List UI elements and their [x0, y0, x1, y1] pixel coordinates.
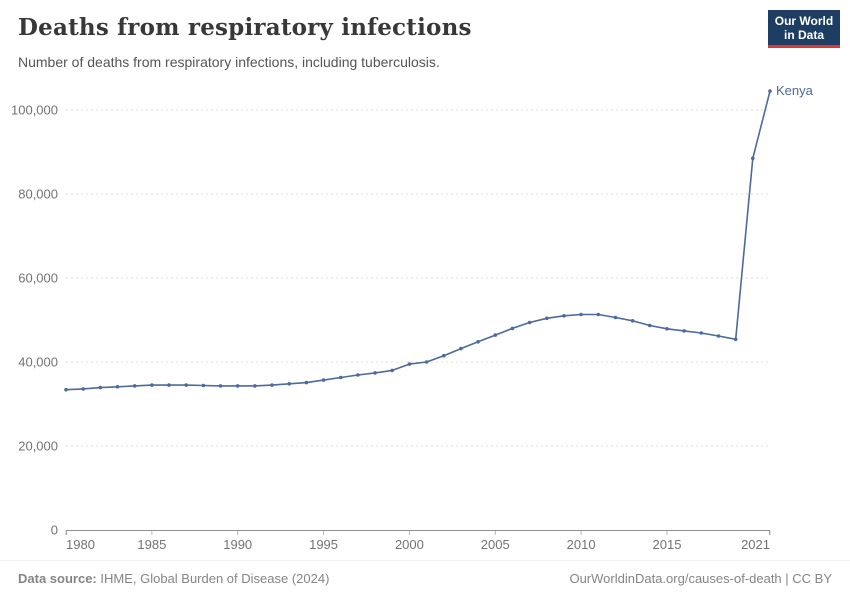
data-point[interactable] — [442, 353, 446, 358]
data-line[interactable] — [65, 90, 771, 391]
x-tick-label: 2000 — [395, 537, 424, 552]
data-point[interactable] — [716, 334, 721, 338]
y-tick-label: 100,000 — [11, 103, 58, 118]
data-source-text: IHME, Global Burden of Disease (2024) — [96, 571, 330, 586]
data-point[interactable] — [64, 387, 68, 392]
data-point[interactable] — [768, 89, 772, 93]
y-tick-label: 40,000 — [18, 355, 58, 370]
data-point[interactable] — [545, 316, 549, 321]
data-source-prefix: Data source: — [18, 571, 97, 586]
chart-footer: Data source: IHME, Global Burden of Dise… — [0, 560, 850, 600]
data-point[interactable] — [253, 384, 257, 388]
data-point[interactable] — [648, 323, 652, 328]
data-point[interactable] — [321, 378, 326, 382]
data-point[interactable] — [407, 362, 412, 366]
data-point[interactable] — [751, 156, 755, 161]
data-point[interactable] — [304, 380, 309, 385]
x-tick-label: 1985 — [137, 537, 166, 552]
data-point[interactable] — [201, 383, 206, 388]
data-point[interactable] — [132, 384, 137, 388]
x-tick-label: 1990 — [223, 537, 252, 552]
x-tick-label: 2015 — [653, 537, 682, 552]
x-tick-label: 2010 — [567, 537, 596, 552]
y-tick-label: 80,000 — [18, 187, 58, 202]
y-tick-label: 0 — [51, 523, 58, 538]
data-point[interactable] — [81, 387, 85, 391]
data-point[interactable] — [150, 383, 154, 387]
license-link[interactable]: OurWorldinData.org/causes-of-death | CC … — [569, 571, 832, 586]
data-point[interactable] — [665, 327, 669, 331]
series-label: Kenya — [776, 83, 814, 98]
x-tick-label: 1995 — [309, 537, 338, 552]
data-point[interactable] — [596, 312, 601, 317]
data-point[interactable] — [218, 384, 223, 388]
data-point[interactable] — [338, 375, 343, 380]
data-point[interactable] — [493, 333, 498, 337]
data-point[interactable] — [527, 320, 532, 325]
data-point[interactable] — [115, 385, 120, 389]
owid-logo-line1: Our World — [774, 14, 834, 28]
data-point[interactable] — [98, 385, 103, 390]
data-point[interactable] — [459, 346, 463, 351]
x-tick-label: 2005 — [481, 537, 510, 552]
data-point[interactable] — [184, 383, 188, 387]
owid-logo[interactable]: Our World in Data — [768, 10, 840, 48]
data-point[interactable] — [270, 383, 274, 387]
x-tick-label: 2021 — [741, 537, 770, 552]
y-tick-label: 20,000 — [18, 439, 58, 454]
owid-logo-line2: in Data — [783, 28, 824, 42]
data-point[interactable] — [373, 371, 377, 375]
data-point[interactable] — [562, 314, 566, 318]
x-tick-label: 1980 — [66, 537, 95, 552]
chart-plot-area[interactable]: 0 20,000 40,000 60,000 80,000 100,000 1980 1985… — [0, 0, 850, 560]
data-point[interactable] — [356, 373, 360, 377]
data-point[interactable] — [390, 368, 395, 373]
data-point[interactable] — [733, 337, 738, 342]
data-point[interactable] — [287, 382, 292, 386]
data-point[interactable] — [424, 360, 429, 364]
data-point[interactable] — [235, 384, 240, 388]
chart-subtitle: Number of deaths from respiratory infect… — [18, 54, 440, 70]
data-point[interactable] — [630, 319, 635, 323]
data-point[interactable] — [476, 340, 480, 344]
data-point[interactable] — [579, 312, 583, 317]
data-point[interactable] — [699, 331, 704, 335]
data-point[interactable] — [167, 383, 171, 387]
data-point[interactable] — [682, 329, 686, 333]
data-point[interactable] — [510, 326, 515, 331]
data-source-note: Data source: IHME, Global Burden of Dise… — [18, 571, 329, 586]
data-point[interactable] — [613, 315, 618, 320]
y-tick-label: 60,000 — [18, 271, 58, 286]
page-title: Deaths from respiratory infections — [18, 14, 472, 41]
